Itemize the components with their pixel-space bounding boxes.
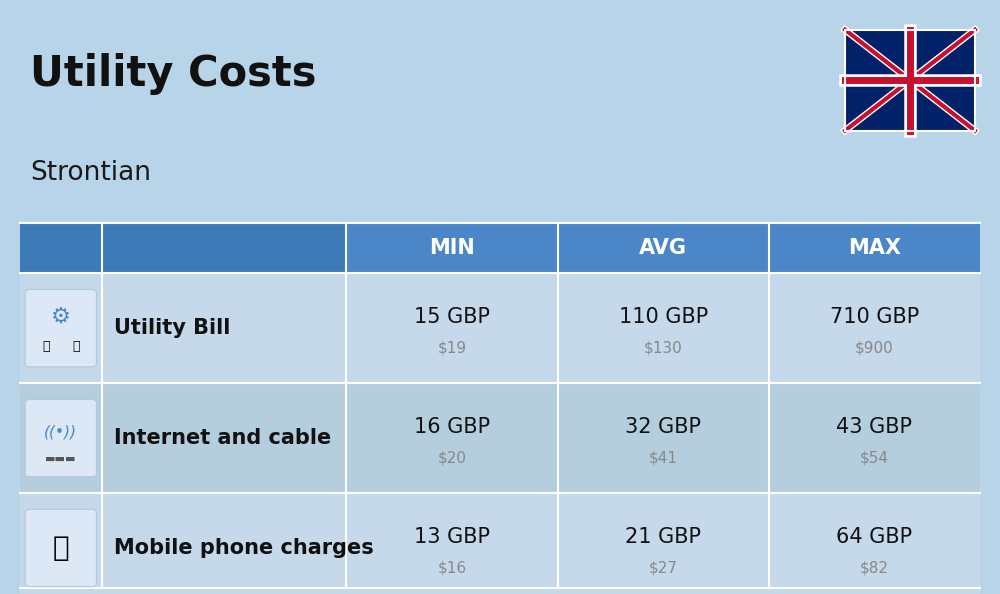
Text: ⚙: ⚙ xyxy=(51,307,71,326)
FancyBboxPatch shape xyxy=(25,399,96,477)
FancyBboxPatch shape xyxy=(845,30,975,131)
Text: 💡: 💡 xyxy=(72,340,80,352)
Text: $82: $82 xyxy=(860,560,889,575)
Text: Utility Costs: Utility Costs xyxy=(30,53,316,96)
Text: $130: $130 xyxy=(644,340,683,355)
FancyBboxPatch shape xyxy=(20,223,102,273)
Text: ▬▬▬: ▬▬▬ xyxy=(45,454,77,464)
Text: 13 GBP: 13 GBP xyxy=(414,527,490,547)
Text: 64 GBP: 64 GBP xyxy=(836,527,912,547)
Text: 15 GBP: 15 GBP xyxy=(414,307,490,327)
FancyBboxPatch shape xyxy=(25,509,96,587)
FancyBboxPatch shape xyxy=(20,273,980,383)
Text: $27: $27 xyxy=(649,560,678,575)
Text: 📱: 📱 xyxy=(52,534,69,562)
Text: $54: $54 xyxy=(860,450,889,465)
Text: 43 GBP: 43 GBP xyxy=(836,417,912,437)
FancyBboxPatch shape xyxy=(25,289,96,367)
Text: 21 GBP: 21 GBP xyxy=(625,527,701,547)
Text: AVG: AVG xyxy=(639,238,687,258)
FancyBboxPatch shape xyxy=(20,383,980,493)
FancyBboxPatch shape xyxy=(102,223,346,273)
Text: Internet and cable: Internet and cable xyxy=(114,428,331,448)
Text: Strontian: Strontian xyxy=(30,160,151,187)
Text: 710 GBP: 710 GBP xyxy=(830,307,919,327)
Text: $41: $41 xyxy=(649,450,678,465)
Text: MIN: MIN xyxy=(429,238,475,258)
Text: $900: $900 xyxy=(855,340,894,355)
FancyBboxPatch shape xyxy=(20,493,980,594)
Text: Mobile phone charges: Mobile phone charges xyxy=(114,538,373,558)
FancyBboxPatch shape xyxy=(20,223,980,273)
Text: $19: $19 xyxy=(437,340,467,355)
Text: MAX: MAX xyxy=(848,238,901,258)
Text: 16 GBP: 16 GBP xyxy=(414,417,490,437)
Text: 110 GBP: 110 GBP xyxy=(619,307,708,327)
Text: ((•)): ((•)) xyxy=(44,425,77,440)
Text: Utility Bill: Utility Bill xyxy=(114,318,230,338)
Text: 🔌: 🔌 xyxy=(42,340,50,352)
Text: $20: $20 xyxy=(438,450,467,465)
Text: $16: $16 xyxy=(437,560,467,575)
Text: 32 GBP: 32 GBP xyxy=(625,417,701,437)
